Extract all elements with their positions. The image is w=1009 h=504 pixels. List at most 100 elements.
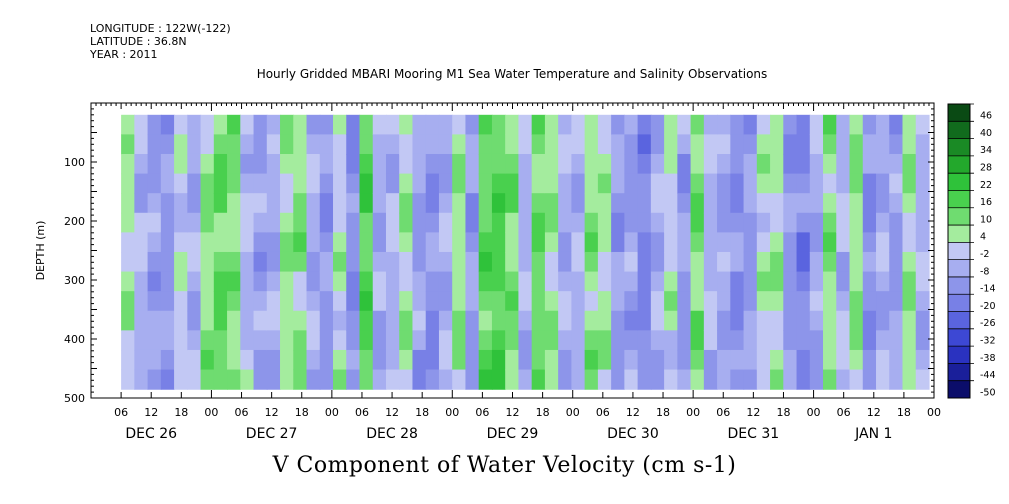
x-hour-label: 06 <box>475 406 489 419</box>
field-cell <box>876 349 890 371</box>
field-cell <box>597 310 612 331</box>
field-cell <box>571 330 586 351</box>
field-cell <box>452 251 467 273</box>
field-cell <box>518 153 533 175</box>
field-cell <box>862 271 877 292</box>
colorbar-swatch <box>948 225 970 243</box>
field-cell <box>809 291 824 312</box>
field-cell <box>796 153 811 175</box>
field-cell <box>796 193 811 214</box>
field-cell <box>160 369 175 390</box>
field-cell <box>756 212 771 233</box>
field-cell <box>319 271 334 292</box>
field-cell <box>491 310 506 331</box>
field-cell <box>876 310 890 331</box>
field-cell <box>147 173 162 194</box>
field-cell <box>134 251 149 273</box>
field-cell <box>836 330 851 351</box>
field-cell <box>531 212 546 233</box>
field-cell <box>624 330 639 351</box>
field-cell <box>743 193 758 214</box>
field-cell <box>703 232 718 253</box>
field-cell <box>889 310 904 331</box>
field-cell <box>359 251 374 273</box>
x-day-label: DEC 26 <box>125 426 177 442</box>
field-cell <box>280 134 294 155</box>
field-cell <box>280 251 294 273</box>
field-cell <box>491 271 506 292</box>
field-cell <box>597 114 612 135</box>
field-cell <box>756 114 771 135</box>
field-cell <box>187 114 202 135</box>
field-cell <box>174 232 188 253</box>
field-cell <box>703 271 718 292</box>
field-cell <box>743 153 758 175</box>
field-cell <box>253 114 268 135</box>
field-cell <box>597 330 612 351</box>
field-cell <box>147 134 162 155</box>
field-cell <box>597 153 612 175</box>
field-cell <box>783 349 798 371</box>
field-cell <box>134 310 149 331</box>
field-cell <box>703 310 718 331</box>
field-cell <box>558 369 572 390</box>
x-hour-label: 18 <box>897 406 911 419</box>
field-cell <box>121 349 135 371</box>
colorbar-swatch <box>948 328 970 347</box>
field-cell <box>280 114 294 135</box>
field-cell <box>160 232 175 253</box>
field-cell <box>902 330 917 351</box>
field-cell <box>174 153 188 175</box>
field-cell <box>756 271 771 292</box>
field-cell <box>637 134 652 155</box>
field-cell <box>889 330 904 351</box>
field-cell <box>306 232 321 253</box>
field-cell <box>809 153 824 175</box>
field-cell <box>121 153 135 175</box>
field-cell <box>253 330 268 351</box>
field-cell <box>664 173 678 194</box>
x-hour-label: 18 <box>295 406 309 419</box>
field-cell <box>319 349 334 371</box>
y-axis: 100 200 300 400 500 <box>64 102 934 405</box>
field-cell <box>266 251 281 273</box>
field-cell <box>915 153 930 175</box>
field-cell <box>319 330 334 351</box>
field-cell <box>902 212 917 233</box>
field-cell <box>650 153 665 175</box>
field-cell <box>809 369 824 390</box>
field-cell <box>783 232 798 253</box>
field-cell <box>478 330 493 351</box>
field-cell <box>915 232 930 253</box>
field-cell <box>796 330 811 351</box>
field-cell <box>637 271 652 292</box>
field-cell <box>518 310 533 331</box>
field-cell <box>253 349 268 371</box>
colorbar-swatch <box>948 346 970 364</box>
field-cell <box>703 291 718 312</box>
field-cell <box>783 153 798 175</box>
field-cell <box>438 212 453 233</box>
field-cell <box>372 271 387 292</box>
field-cell <box>531 330 546 351</box>
field-cell <box>717 134 731 155</box>
x-hour-label: 00 <box>204 406 218 419</box>
field-cell <box>147 349 162 371</box>
field-cell <box>677 134 692 155</box>
field-cell <box>280 212 294 233</box>
field-cell <box>200 232 215 253</box>
field-cell <box>399 251 414 273</box>
field-cell <box>796 212 811 233</box>
field-cell <box>333 291 347 312</box>
field-cell <box>823 349 837 371</box>
plot-title: Hourly Gridded MBARI Mooring M1 Sea Wate… <box>256 67 768 81</box>
field-cell <box>770 251 784 273</box>
x-day-label: DEC 28 <box>366 426 418 442</box>
field-cell <box>650 173 665 194</box>
field-cell <box>293 212 308 233</box>
field-cell <box>717 369 731 390</box>
colorbar-label: -50 <box>980 387 996 398</box>
field-cell <box>770 134 784 155</box>
field-cell <box>213 232 228 253</box>
field-cell <box>134 349 149 371</box>
